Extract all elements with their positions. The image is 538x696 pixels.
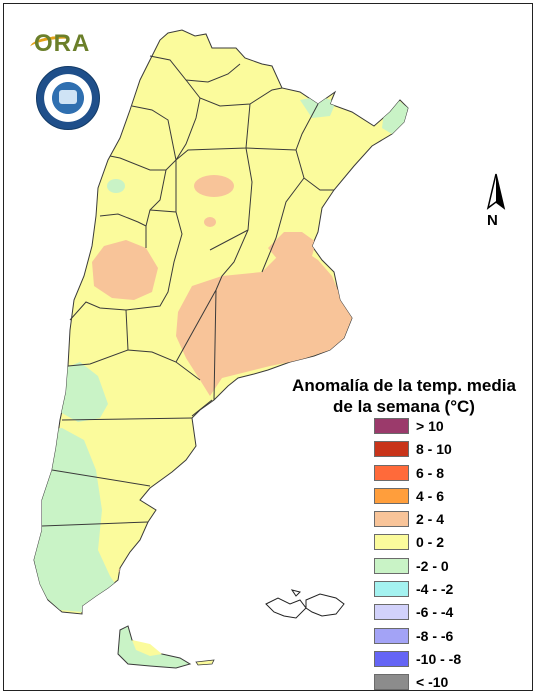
ora-logo: ORA	[34, 30, 91, 57]
legend-label: -10 - -8	[416, 650, 462, 667]
anomaly-spot-small	[204, 217, 216, 227]
province-boundaries	[41, 55, 334, 527]
legend-swatch	[374, 581, 409, 598]
anomaly-zone-bsas-coast	[268, 232, 316, 260]
legend-title-line2: de la semana (°C)	[333, 397, 475, 416]
legend-label: 8 - 10	[416, 441, 452, 458]
legend-item: > 10	[374, 416, 504, 439]
legend-item: < -10	[374, 672, 504, 695]
anomaly-zone-misiones-green	[382, 100, 408, 134]
legend-swatch	[374, 441, 409, 458]
smn-seal-icon	[36, 66, 100, 130]
legend-label: -2 - 0	[416, 557, 449, 574]
legend-item: 4 - 6	[374, 486, 504, 509]
anomaly-zone-south-green	[60, 362, 108, 422]
legend: > 10 8 - 10 6 - 8 4 - 6 2 - 4 0 - 2 -2 - 0 -4 -…	[374, 416, 504, 696]
legend-item: -10 - -8	[374, 649, 504, 672]
legend-swatch	[374, 464, 409, 481]
legend-label: > 10	[416, 418, 444, 434]
legend-title: Anomalía de la temp. media de la semana …	[286, 375, 522, 417]
seal-center-icon	[59, 90, 77, 104]
anomaly-zone-central-east	[176, 248, 352, 396]
anomaly-zone-northeast-green	[300, 96, 336, 118]
legend-item: -4 - -2	[374, 579, 504, 602]
legend-item: 8 - 10	[374, 439, 504, 462]
north-label: N	[487, 212, 498, 229]
anomaly-zone-patagonia-green	[34, 428, 118, 612]
legend-swatch	[374, 511, 409, 528]
legend-label: 4 - 6	[416, 487, 445, 504]
north-arrow-icon	[486, 173, 506, 210]
isla-estados	[195, 659, 215, 666]
islas-malvinas	[265, 589, 345, 619]
legend-swatch	[374, 487, 409, 504]
legend-label: -4 - -2	[416, 581, 454, 598]
legend-title-line1: Anomalía de la temp. media	[292, 376, 516, 395]
legend-item: -2 - 0	[374, 556, 504, 579]
legend-item: -6 - -4	[374, 602, 504, 625]
legend-label: -6 - -4	[416, 604, 454, 621]
legend-label: -8 - -6	[416, 627, 454, 644]
legend-item: -8 - -6	[374, 626, 504, 649]
legend-label: 2 - 4	[416, 511, 445, 528]
legend-label: 6 - 8	[416, 464, 445, 481]
anomaly-spot-north	[194, 175, 234, 197]
legend-swatch	[374, 674, 409, 691]
legend-swatch	[374, 534, 409, 551]
anomaly-spot-west-green	[107, 179, 125, 193]
legend-item: 6 - 8	[374, 463, 504, 486]
anomaly-zone-cuyo	[92, 240, 158, 300]
legend-item: 0 - 2	[374, 532, 504, 555]
legend-swatch	[374, 627, 409, 644]
legend-swatch	[374, 604, 409, 621]
tierra-del-fuego-yellow	[132, 640, 162, 656]
legend-label: 0 - 2	[416, 534, 445, 551]
legend-swatch	[374, 557, 409, 574]
tierra-del-fuego	[117, 625, 192, 669]
legend-swatch	[374, 418, 409, 434]
legend-label: < -10	[416, 674, 449, 691]
legend-item: 2 - 4	[374, 509, 504, 532]
legend-swatch	[374, 650, 409, 667]
